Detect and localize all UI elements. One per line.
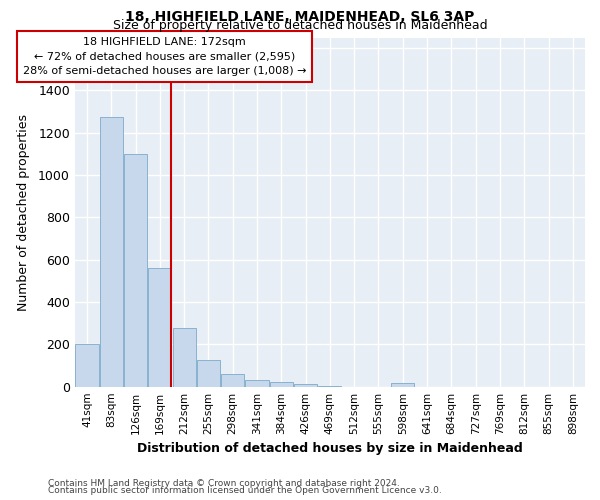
- Bar: [124, 154, 147, 386]
- Bar: [148, 268, 172, 386]
- Text: 18, HIGHFIELD LANE, MAIDENHEAD, SL6 3AP: 18, HIGHFIELD LANE, MAIDENHEAD, SL6 3AP: [125, 10, 475, 24]
- Bar: [391, 383, 415, 386]
- Text: Contains public sector information licensed under the Open Government Licence v3: Contains public sector information licen…: [48, 486, 442, 495]
- Text: 18 HIGHFIELD LANE: 172sqm
← 72% of detached houses are smaller (2,595)
28% of se: 18 HIGHFIELD LANE: 172sqm ← 72% of detac…: [23, 36, 307, 76]
- Bar: [221, 374, 244, 386]
- Y-axis label: Number of detached properties: Number of detached properties: [17, 114, 30, 310]
- Text: Contains HM Land Registry data © Crown copyright and database right 2024.: Contains HM Land Registry data © Crown c…: [48, 478, 400, 488]
- Text: Size of property relative to detached houses in Maidenhead: Size of property relative to detached ho…: [113, 18, 487, 32]
- Bar: [245, 380, 269, 386]
- Bar: [270, 382, 293, 386]
- Bar: [100, 117, 123, 386]
- Bar: [294, 384, 317, 386]
- Bar: [173, 328, 196, 386]
- Bar: [197, 360, 220, 386]
- X-axis label: Distribution of detached houses by size in Maidenhead: Distribution of detached houses by size …: [137, 442, 523, 455]
- Bar: [76, 344, 98, 387]
